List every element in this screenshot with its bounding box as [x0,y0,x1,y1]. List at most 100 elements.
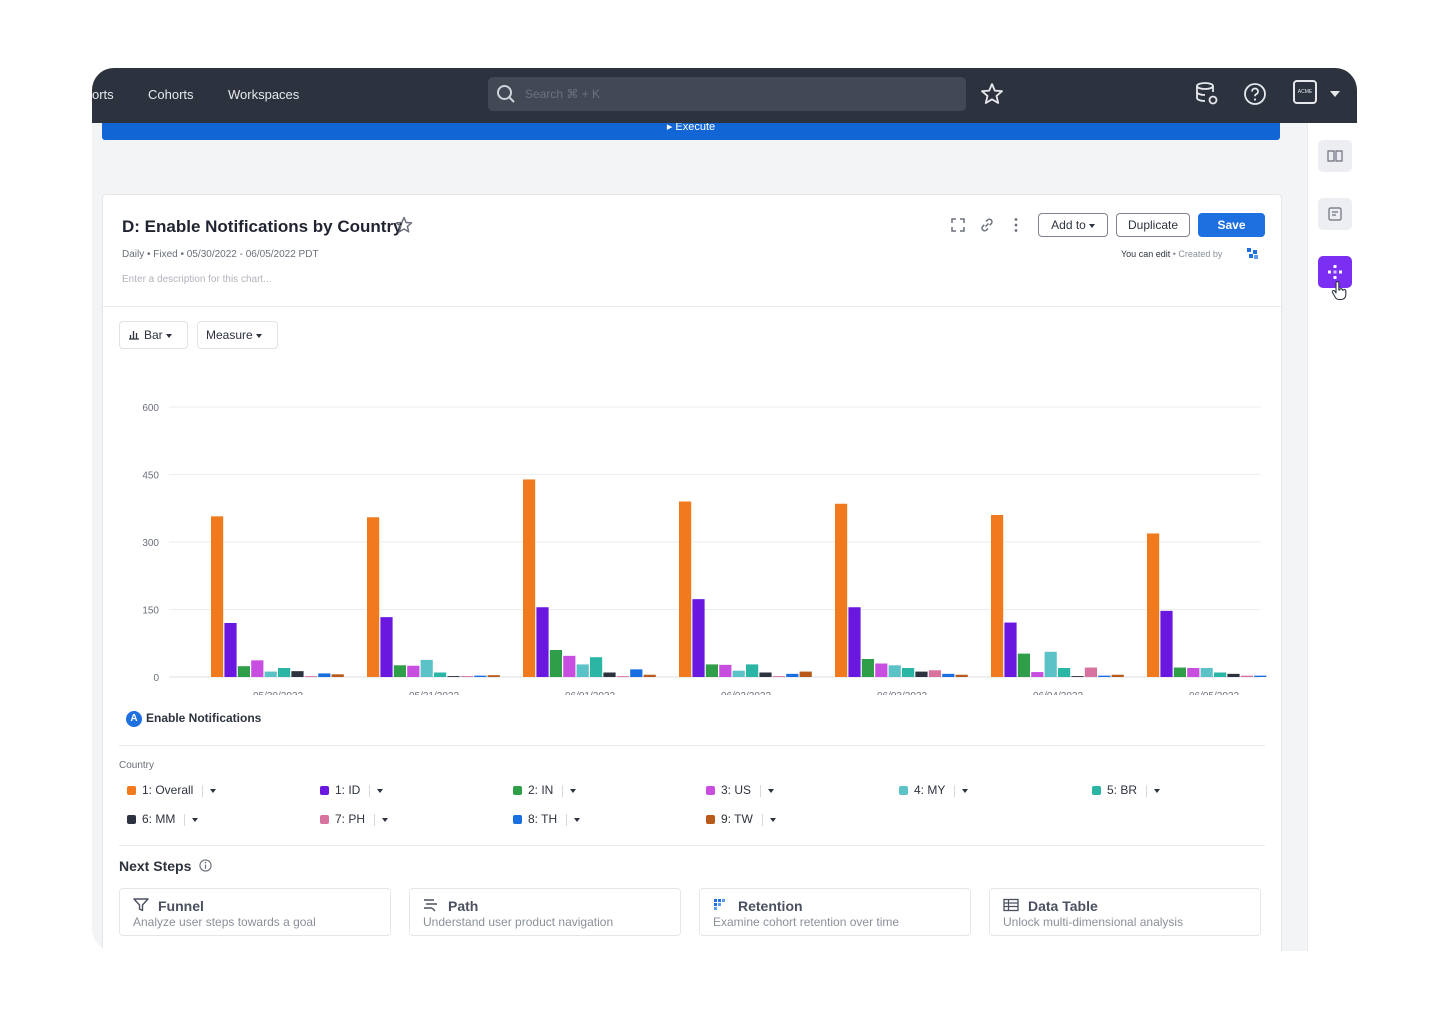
bar [304,676,317,677]
chevron-down-icon[interactable] [768,788,775,793]
legend-item[interactable]: 4: MY [899,782,969,798]
star-icon[interactable] [395,216,413,234]
chevron-down-icon[interactable] [382,817,389,822]
chevron-down-icon[interactable] [574,817,581,822]
bar [861,659,874,677]
legend-swatch [899,786,908,796]
y-tick-label: 150 [142,606,159,617]
x-tick-label: 06/04/2022 [1033,691,1083,695]
bar [331,674,344,677]
main-content: ▸ Execute D: Enable Notifications by Cou… [92,123,1307,951]
legend-item[interactable]: 7: PH [320,811,389,827]
measure-dropdown[interactable]: Measure [197,321,278,349]
chevron-down-icon[interactable] [962,788,969,793]
bar [211,516,224,677]
metric-label: A Enable Notifications [126,711,261,727]
legend-item[interactable]: 5: BR [1092,782,1161,798]
chevron-down-icon[interactable] [377,788,384,793]
info-icon[interactable] [199,859,212,872]
chart-meta: Daily • Fixed • 05/30/2022 - 06/05/2022 … [122,249,319,260]
bar [942,673,955,677]
save-button[interactable]: Save [1198,213,1265,237]
chart-card: D: Enable Notifications by Country Daily… [102,194,1282,951]
duplicate-button[interactable]: Duplicate [1116,213,1190,237]
org-logo[interactable]: ACME [1293,80,1317,104]
favorite-star-icon[interactable] [980,82,1004,106]
legend-swatch [706,815,715,825]
step-desc: Examine cohort retention over time [713,915,900,929]
legend-item[interactable]: 1: Overall [127,782,217,798]
step-title: Funnel [158,898,204,914]
legend-separator [760,784,762,797]
chevron-down-icon[interactable] [210,788,217,793]
legend-label: 3: US [721,783,752,797]
bar [434,672,447,677]
app-window: orts Cohorts Workspaces Search ⌘ + K [92,68,1357,951]
data-source-icon[interactable] [1195,81,1219,107]
legend-item[interactable]: 8: TH [513,811,581,827]
sparkle-icon [1328,265,1342,279]
bar [237,666,250,677]
bar [1071,676,1084,677]
owner-avatar-icon[interactable] [1247,248,1259,260]
chart-title[interactable]: D: Enable Notifications by Country [122,217,403,236]
chevron-down-icon [165,333,172,338]
search-input[interactable]: Search ⌘ + K [488,77,966,111]
legend-item[interactable]: 3: US [706,782,775,798]
next-step-retention[interactable]: Retention Examine cohort retention over … [699,888,971,936]
chart-type-dropdown[interactable]: Bar [119,321,188,349]
cursor-hand-icon [1331,281,1347,301]
legend-item[interactable]: 2: IN [513,782,577,798]
next-step-funnel[interactable]: Funnel Analyze user steps towards a goal [119,888,391,936]
bar [902,668,915,677]
description-field[interactable]: Enter a description for this chart... [122,274,272,285]
legend-label: 7: PH [335,812,366,826]
bar [278,668,291,677]
legend-item[interactable]: 6: MM [127,811,199,827]
chevron-down-icon [255,333,262,338]
step-title: Retention [738,898,803,914]
chevron-down-icon[interactable] [769,817,776,822]
rail-button-notes[interactable] [1318,198,1352,230]
bar [576,664,589,677]
legend-item[interactable]: 1: ID [320,782,384,798]
nav-link-workspaces[interactable]: Workspaces [228,87,300,102]
legend-item[interactable]: 9: TW [706,811,776,827]
bar [915,671,928,677]
nav-link-cohorts[interactable]: Cohorts [148,87,194,102]
org-menu-chevron-down-icon[interactable] [1330,91,1340,97]
legend-swatch [513,786,522,796]
more-options-icon[interactable] [1013,217,1019,233]
bar [487,675,500,677]
fullscreen-icon[interactable] [951,218,965,232]
execute-button[interactable]: ▸ Execute [102,123,1280,140]
legend-label: 9: TW [721,812,753,826]
legend-swatch [706,786,715,796]
notes-icon [1328,207,1342,221]
next-step-path[interactable]: Path Understand user product navigation [409,888,681,936]
nav-link-reports[interactable]: orts [92,87,114,102]
bar [679,501,692,677]
bar [705,664,718,677]
help-icon[interactable] [1243,82,1267,106]
rail-button-ai-assistant[interactable] [1318,256,1352,288]
bar [692,599,705,677]
org-logo-text: ACME [1297,89,1313,95]
chevron-down-icon[interactable] [570,788,577,793]
link-icon[interactable] [979,217,995,233]
header-divider [103,306,1281,307]
bar [875,663,888,677]
x-tick-label: 06/05/2022 [1189,691,1239,695]
chevron-down-icon[interactable] [192,817,199,822]
step-title: Data Table [1028,898,1098,914]
step-desc: Understand user product navigation [423,915,614,929]
bar-chart-icon [129,331,139,340]
bar [630,669,643,677]
add-to-button[interactable]: Add to [1038,213,1108,237]
next-step-data-table[interactable]: Data Table Unlock multi-dimensional anal… [989,888,1261,936]
add-to-label: Add to [1051,218,1086,232]
rail-button-book[interactable] [1318,140,1352,172]
chevron-down-icon[interactable] [1154,788,1161,793]
legend-separator [761,813,763,826]
next-steps-divider [119,845,1265,846]
